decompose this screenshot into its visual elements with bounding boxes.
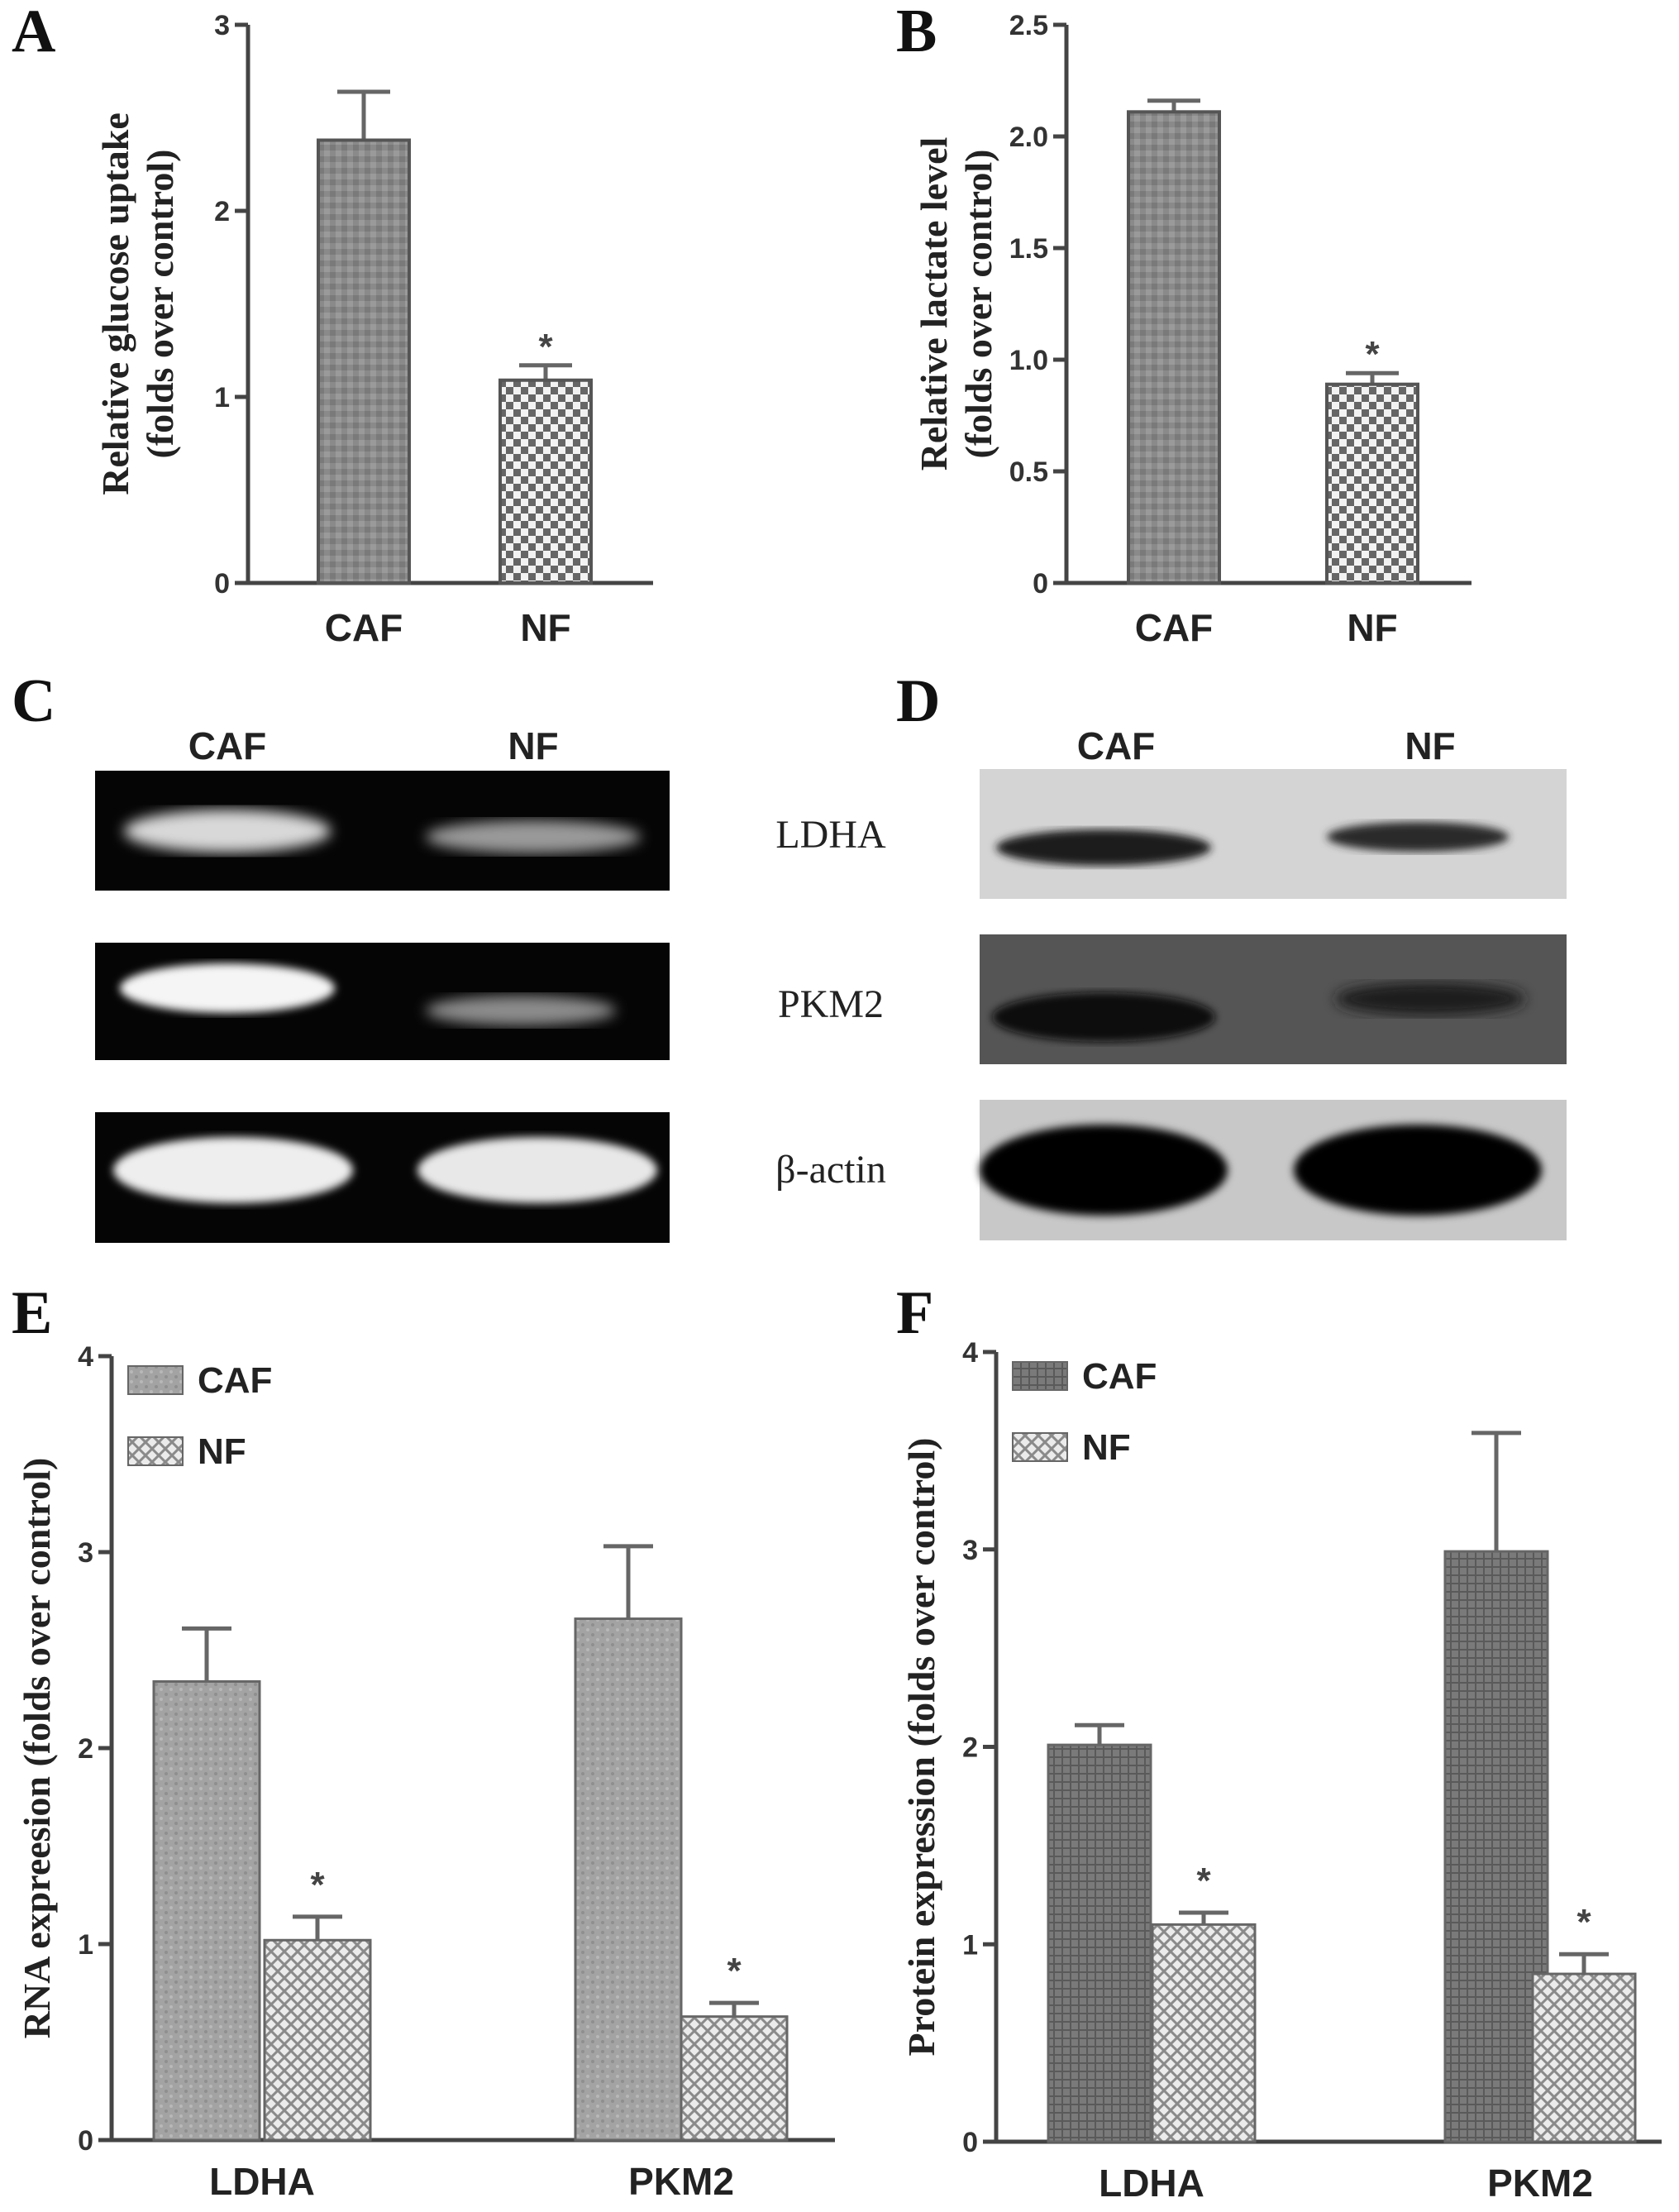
gel-band xyxy=(124,810,331,853)
panel-label-a: A xyxy=(12,0,55,65)
y-tick-label: 2 xyxy=(962,1732,978,1764)
x-category-label: CAF xyxy=(325,606,403,649)
y-tick-label: 2.5 xyxy=(1009,10,1048,41)
gel-band xyxy=(426,996,616,1025)
y-tick-label: 3 xyxy=(962,1535,978,1566)
panel-label-e: E xyxy=(12,1279,52,1347)
y-tick-label: 0 xyxy=(962,2127,978,2158)
blot-band xyxy=(1327,822,1509,852)
blot-panel-d: CAF NF LDHA PKM2 β-actin xyxy=(775,724,1567,1240)
blot-band xyxy=(1335,982,1525,1015)
significance-star: * xyxy=(538,327,553,367)
blot-lane-label-caf: CAF xyxy=(1077,724,1156,767)
y-axis-label: (folds over control) xyxy=(139,150,181,459)
legend-swatch-caf xyxy=(127,1365,184,1395)
gel-band xyxy=(113,1137,353,1203)
y-tick-label: 3 xyxy=(214,10,230,41)
x-category-label: CAF xyxy=(1135,606,1214,649)
bar-pkm2-nf xyxy=(1531,1972,1637,2143)
blot-band xyxy=(992,992,1215,1042)
gel-lane-label-nf: NF xyxy=(508,724,558,767)
y-tick-label: 2 xyxy=(78,1733,93,1765)
blot-row-label-pkm2: PKM2 xyxy=(778,982,884,1026)
x-category-label: LDHA xyxy=(1099,2162,1204,2205)
blot-row-label-beta-actin: β-actin xyxy=(775,1148,886,1192)
bar-pkm2-caf xyxy=(574,1617,683,2142)
significance-star: * xyxy=(310,1865,325,1905)
y-tick-label: 1.0 xyxy=(1009,345,1048,376)
chart-e-rna-expression: 0 1 2 3 4 RNA expreesion (folds over control)… xyxy=(16,1341,835,2203)
bar-caf xyxy=(1127,110,1221,585)
y-tick-label: 1 xyxy=(78,1929,93,1961)
bar-ldha-caf xyxy=(152,1679,261,2142)
bar-ldha-caf xyxy=(1047,1743,1152,2143)
y-tick-label: 0 xyxy=(78,2125,93,2157)
bar-nf xyxy=(1325,382,1419,585)
x-category-label: LDHA xyxy=(209,2160,315,2203)
y-tick-label: 0.5 xyxy=(1009,456,1048,488)
blot-lane-label-nf: NF xyxy=(1405,724,1455,767)
panel-label-c: C xyxy=(12,667,55,735)
x-category-label: NF xyxy=(520,606,570,649)
y-axis-label: Protein expression (folds over control) xyxy=(900,1438,942,2057)
gel-panel-c: CAF NF xyxy=(95,724,670,1243)
blot-band xyxy=(980,1125,1228,1216)
panel-label-b: B xyxy=(896,0,937,65)
legend-swatch-nf xyxy=(127,1436,184,1466)
y-axis-label: RNA expreesion (folds over control) xyxy=(16,1458,58,2039)
y-tick-label: 1 xyxy=(962,1929,978,1961)
x-category-label: PKM2 xyxy=(628,2160,734,2203)
y-axis-label: (folds over control) xyxy=(957,150,999,459)
blot-band xyxy=(1294,1125,1542,1216)
legend-label-nf: NF xyxy=(198,1431,246,1472)
gel-lane-label-caf: CAF xyxy=(188,724,267,767)
panel-label-d: D xyxy=(896,667,940,735)
y-tick-label: 2.0 xyxy=(1009,122,1048,153)
y-axis-label: Relative glucose uptake xyxy=(94,112,136,495)
y-tick-label: 0 xyxy=(1033,568,1048,600)
significance-star: * xyxy=(1576,1902,1591,1942)
legend-label-caf: CAF xyxy=(1082,1356,1157,1397)
x-category-label: PKM2 xyxy=(1487,2162,1593,2205)
bar-caf xyxy=(317,138,411,585)
legend-label-nf: NF xyxy=(1082,1427,1131,1468)
y-tick-label: 4 xyxy=(78,1341,93,1373)
bar-ldha-nf xyxy=(1151,1923,1257,2143)
gel-band xyxy=(426,820,641,853)
significance-star: * xyxy=(1196,1861,1211,1901)
bar-pkm2-caf xyxy=(1443,1550,1549,2143)
legend-label-caf: CAF xyxy=(198,1360,272,1401)
bar-pkm2-nf xyxy=(680,2015,789,2142)
legend-swatch-nf xyxy=(1012,1432,1068,1462)
y-tick-label: 1 xyxy=(214,382,230,413)
y-tick-label: 3 xyxy=(78,1537,93,1569)
y-tick-label: 0 xyxy=(214,568,230,600)
y-tick-label: 4 xyxy=(962,1337,978,1369)
gel-band xyxy=(417,1137,657,1203)
gel-band xyxy=(120,963,335,1013)
y-tick-label: 2 xyxy=(214,196,230,227)
significance-star: * xyxy=(727,1951,742,1991)
blot-row-label-ldha: LDHA xyxy=(775,813,886,857)
y-tick-label: 1.5 xyxy=(1009,233,1048,265)
panel-label-f: F xyxy=(896,1279,933,1347)
y-axis-label: Relative lactate level xyxy=(913,137,955,471)
chart-f-protein-expression: 0 1 2 3 4 Protein expression (folds over cont… xyxy=(900,1337,1662,2205)
x-category-label: NF xyxy=(1347,606,1397,649)
blot-band xyxy=(996,829,1211,866)
chart-a-glucose-uptake: 0 1 2 3 Relative glucose uptake (folds over c… xyxy=(94,10,653,649)
bar-ldha-nf xyxy=(263,1938,372,2142)
chart-b-lactate-level: 0 0.5 1.0 1.5 2.0 2.5 Relative lactate level (f… xyxy=(913,10,1472,649)
significance-star: * xyxy=(1365,334,1380,375)
bar-nf xyxy=(498,378,593,585)
legend-swatch-caf xyxy=(1012,1361,1068,1391)
